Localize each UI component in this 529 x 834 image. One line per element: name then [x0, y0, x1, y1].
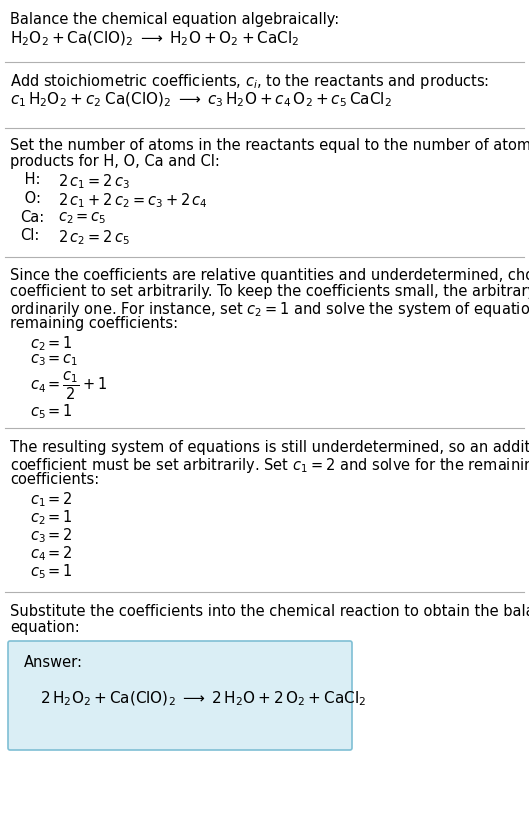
FancyBboxPatch shape	[8, 641, 352, 750]
Text: $c_1\,\mathrm{H_2O_2} + c_2\;\mathrm{Ca(ClO)_2} \;\longrightarrow\; c_3\,\mathrm: $c_1\,\mathrm{H_2O_2} + c_2\;\mathrm{Ca(…	[10, 91, 392, 109]
Text: Since the coefficients are relative quantities and underdetermined, choose a: Since the coefficients are relative quan…	[10, 268, 529, 283]
Text: Balance the chemical equation algebraically:: Balance the chemical equation algebraica…	[10, 12, 339, 27]
Text: $c_4 = 2$: $c_4 = 2$	[30, 544, 73, 563]
Text: Cl:: Cl:	[20, 228, 39, 243]
Text: ordinarily one. For instance, set $c_2 = 1$ and solve the system of equations fo: ordinarily one. For instance, set $c_2 =…	[10, 300, 529, 319]
Text: $2\,c_2 = 2\,c_5$: $2\,c_2 = 2\,c_5$	[58, 228, 130, 247]
Text: Set the number of atoms in the reactants equal to the number of atoms in the: Set the number of atoms in the reactants…	[10, 138, 529, 153]
Text: $c_2 = 1$: $c_2 = 1$	[30, 334, 73, 353]
Text: $\mathrm{H_2O_2 + Ca(ClO)_2 \;\longrightarrow\; H_2O + O_2 + CaCl_2}$: $\mathrm{H_2O_2 + Ca(ClO)_2 \;\longright…	[10, 30, 299, 48]
Text: Answer:: Answer:	[24, 655, 83, 670]
Text: Add stoichiometric coefficients, $c_i$, to the reactants and products:: Add stoichiometric coefficients, $c_i$, …	[10, 72, 489, 91]
Text: H:: H:	[20, 172, 41, 187]
Text: $2\,c_1 + 2\,c_2 = c_3 + 2\,c_4$: $2\,c_1 + 2\,c_2 = c_3 + 2\,c_4$	[58, 191, 208, 209]
Text: $2\,c_1 = 2\,c_3$: $2\,c_1 = 2\,c_3$	[58, 172, 130, 191]
Text: coefficient to set arbitrarily. To keep the coefficients small, the arbitrary va: coefficient to set arbitrarily. To keep …	[10, 284, 529, 299]
Text: $c_2 = 1$: $c_2 = 1$	[30, 508, 73, 527]
Text: $c_1 = 2$: $c_1 = 2$	[30, 490, 73, 509]
Text: products for H, O, Ca and Cl:: products for H, O, Ca and Cl:	[10, 154, 220, 169]
Text: Substitute the coefficients into the chemical reaction to obtain the balanced: Substitute the coefficients into the che…	[10, 604, 529, 619]
Text: coefficient must be set arbitrarily. Set $c_1 = 2$ and solve for the remaining: coefficient must be set arbitrarily. Set…	[10, 456, 529, 475]
Text: The resulting system of equations is still underdetermined, so an additional: The resulting system of equations is sti…	[10, 440, 529, 455]
Text: Ca:: Ca:	[20, 210, 44, 225]
Text: $2\,\mathrm{H_2O_2} + \mathrm{Ca(ClO)_2} \;\longrightarrow\; 2\,\mathrm{H_2O} + : $2\,\mathrm{H_2O_2} + \mathrm{Ca(ClO)_2}…	[40, 690, 366, 708]
Text: equation:: equation:	[10, 620, 80, 635]
Text: $c_2 = c_5$: $c_2 = c_5$	[58, 210, 107, 226]
Text: $c_3 = 2$: $c_3 = 2$	[30, 526, 73, 545]
Text: $c_5 = 1$: $c_5 = 1$	[30, 402, 73, 420]
Text: $c_5 = 1$: $c_5 = 1$	[30, 562, 73, 580]
Text: O:: O:	[20, 191, 41, 206]
Text: coefficients:: coefficients:	[10, 472, 99, 487]
Text: $c_3 = c_1$: $c_3 = c_1$	[30, 352, 78, 368]
Text: $c_4 = \dfrac{c_1}{2} + 1$: $c_4 = \dfrac{c_1}{2} + 1$	[30, 370, 107, 402]
Text: remaining coefficients:: remaining coefficients:	[10, 316, 178, 331]
